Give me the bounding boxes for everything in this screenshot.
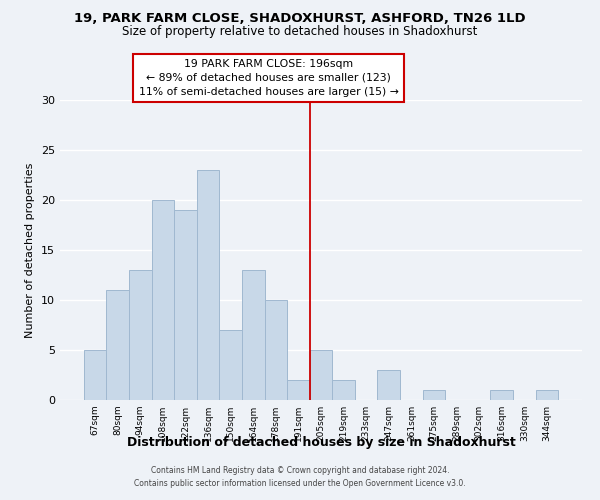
Bar	[422, 390, 445, 400]
Text: Size of property relative to detached houses in Shadoxhurst: Size of property relative to detached ho…	[122, 25, 478, 38]
Bar	[490, 390, 513, 400]
Bar	[220, 330, 242, 400]
Bar	[310, 350, 332, 400]
Bar	[152, 200, 174, 400]
Text: 19, PARK FARM CLOSE, SHADOXHURST, ASHFORD, TN26 1LD: 19, PARK FARM CLOSE, SHADOXHURST, ASHFOR…	[74, 12, 526, 26]
Bar	[197, 170, 220, 400]
Bar	[174, 210, 197, 400]
Bar	[106, 290, 129, 400]
Bar	[332, 380, 355, 400]
Bar	[84, 350, 106, 400]
Bar	[536, 390, 558, 400]
Text: Contains HM Land Registry data © Crown copyright and database right 2024.
Contai: Contains HM Land Registry data © Crown c…	[134, 466, 466, 487]
Text: Distribution of detached houses by size in Shadoxhurst: Distribution of detached houses by size …	[127, 436, 515, 449]
Bar	[377, 370, 400, 400]
Text: 19 PARK FARM CLOSE: 196sqm
← 89% of detached houses are smaller (123)
11% of sem: 19 PARK FARM CLOSE: 196sqm ← 89% of deta…	[139, 59, 399, 97]
Bar	[129, 270, 152, 400]
Bar	[287, 380, 310, 400]
Bar	[265, 300, 287, 400]
Y-axis label: Number of detached properties: Number of detached properties	[25, 162, 35, 338]
Bar	[242, 270, 265, 400]
